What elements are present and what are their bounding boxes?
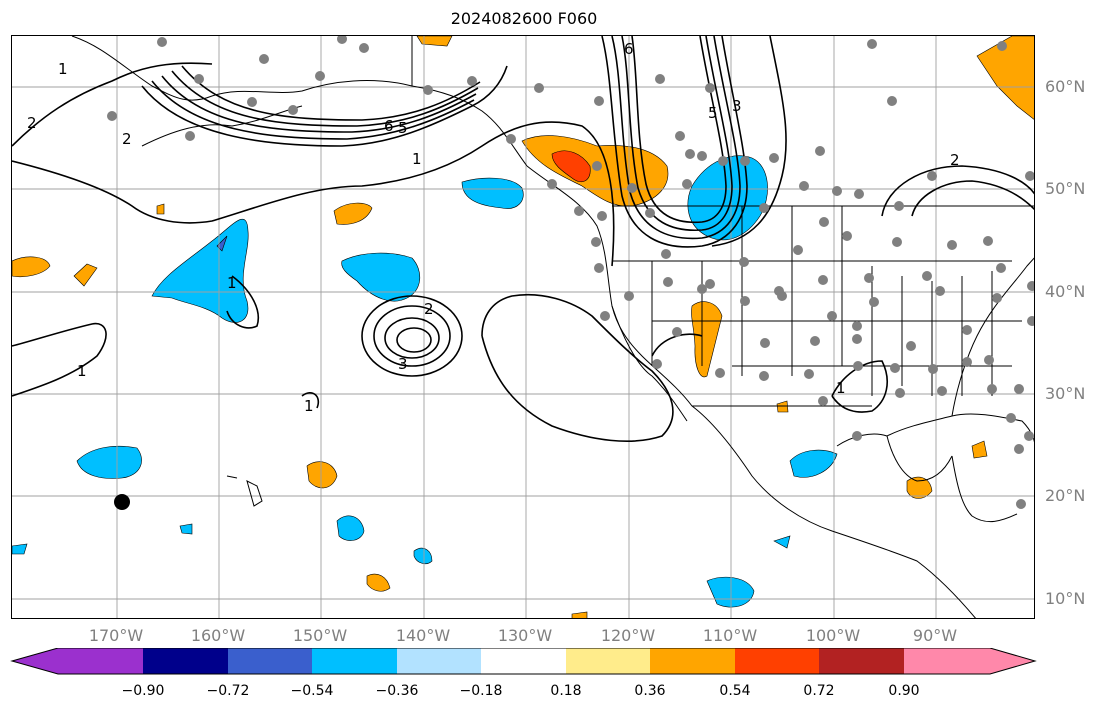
- colorbar-segment: [735, 648, 820, 674]
- negative-anomaly-area: [12, 543, 28, 555]
- colorbar-tick: −0.36: [375, 683, 419, 699]
- negative-anomaly-area: [413, 547, 433, 565]
- negative-anomaly-area: [216, 235, 228, 252]
- lon-label: 150°W: [292, 626, 348, 645]
- contour-label: 1: [304, 397, 314, 415]
- contour-label: 1: [836, 379, 846, 397]
- map-canvas: 1 2 2 1 6 5 6 3 5 2 1 2 3 1 1 1: [12, 36, 1034, 618]
- colorbar-segment: [566, 648, 651, 674]
- map-title: 2024082600 F060: [450, 9, 598, 28]
- gridlines: [12, 36, 1034, 618]
- contour-label: 5: [708, 104, 718, 122]
- contour-label: 5: [398, 119, 408, 137]
- colorbar-segment: [228, 648, 313, 674]
- colorbar-tick: −0.90: [121, 683, 165, 699]
- contour-labels: 1 2 2 1 6 5 6 3 5 2 1 2 3 1 1 1: [27, 40, 960, 415]
- negative-anomaly-area: [151, 218, 249, 323]
- positive-anomaly-area: [571, 611, 588, 618]
- negative-anomaly-area: [706, 576, 755, 608]
- positive-anomaly-area: [12, 256, 51, 277]
- lat-label: 50°N: [1045, 179, 1086, 198]
- negative-anomaly-area: [687, 155, 768, 241]
- colorbar-segment: [143, 648, 229, 674]
- contour-label: 6: [624, 40, 634, 58]
- negative-anomaly-area: [341, 252, 420, 302]
- lat-label: 40°N: [1045, 282, 1086, 301]
- storm-marker: [114, 494, 130, 510]
- lon-label: 110°W: [702, 626, 758, 645]
- shaded-anomalies: [12, 36, 1034, 618]
- negative-anomaly-area: [789, 449, 838, 478]
- colorbar-right-extension: [990, 648, 1035, 674]
- colorbar-tick: −0.18: [459, 683, 503, 699]
- colorbar-tick: 0.18: [550, 683, 582, 699]
- positive-anomaly-area: [691, 301, 723, 378]
- colorbar-segment: [397, 648, 482, 674]
- station-dots: [107, 36, 1034, 509]
- colorbar-tick: 0.72: [803, 683, 835, 699]
- colorbar-segment: [312, 648, 398, 674]
- contour-label: 2: [424, 300, 434, 318]
- contour-label: 3: [732, 97, 742, 115]
- lon-label: 100°W: [805, 626, 861, 645]
- lon-label: 160°W: [190, 626, 246, 645]
- contours: [12, 36, 1034, 442]
- contour-label: 2: [950, 151, 960, 169]
- lon-label: 140°W: [395, 626, 451, 645]
- colorbar-segment: [481, 648, 567, 674]
- colorbar-tick: −0.54: [290, 683, 334, 699]
- contour-label: 1: [412, 150, 422, 168]
- positive-anomaly-area: [333, 202, 373, 225]
- colorbar-tick: 0.36: [634, 683, 666, 699]
- positive-anomaly-area: [366, 573, 391, 592]
- positive-anomaly-area: [906, 476, 933, 499]
- positive-anomaly-area: [551, 150, 591, 182]
- colorbar-segment: [58, 648, 144, 674]
- positive-anomaly-area: [521, 135, 669, 207]
- colorbar-segment: [819, 648, 905, 674]
- map-panel: 1 2 2 1 6 5 6 3 5 2 1 2 3 1 1 1: [11, 35, 1035, 619]
- negative-anomaly-area: [179, 523, 193, 535]
- contour-label: 2: [27, 114, 37, 132]
- lon-label: 90°W: [912, 626, 958, 645]
- colorbar-tick: −0.72: [206, 683, 250, 699]
- contour-label: 1: [227, 274, 237, 292]
- coastlines: [71, 36, 1034, 618]
- contour-label: 1: [77, 362, 87, 380]
- negative-anomaly-area: [336, 515, 365, 541]
- colorbar-left-extension: [12, 648, 58, 674]
- lat-label: 30°N: [1045, 384, 1086, 403]
- contour-label: 1: [58, 60, 68, 78]
- contour-label: 6: [384, 117, 394, 135]
- negative-anomaly-area: [461, 177, 524, 209]
- colorbar-segment: [904, 648, 991, 674]
- colorbar: [10, 648, 1037, 675]
- positive-anomaly-area: [306, 461, 338, 489]
- negative-anomaly-area: [773, 535, 791, 549]
- contour-label: 3: [398, 355, 408, 373]
- negative-anomaly-area: [76, 445, 142, 479]
- positive-anomaly-area: [73, 263, 98, 287]
- lon-label: 130°W: [497, 626, 553, 645]
- positive-anomaly-area: [971, 440, 988, 459]
- lat-label: 60°N: [1045, 77, 1086, 96]
- lat-label: 10°N: [1045, 589, 1086, 608]
- positive-anomaly-area: [976, 36, 1034, 120]
- colorbar-tick: 0.54: [719, 683, 751, 699]
- lat-label: 20°N: [1045, 486, 1086, 505]
- contour-label: 2: [122, 130, 132, 148]
- positive-anomaly-area: [416, 36, 453, 47]
- colorbar-segment: [650, 648, 736, 674]
- positive-anomaly-area: [156, 203, 165, 215]
- lon-label: 120°W: [600, 626, 656, 645]
- lon-label: 170°W: [88, 626, 144, 645]
- colorbar-tick: 0.90: [888, 683, 920, 699]
